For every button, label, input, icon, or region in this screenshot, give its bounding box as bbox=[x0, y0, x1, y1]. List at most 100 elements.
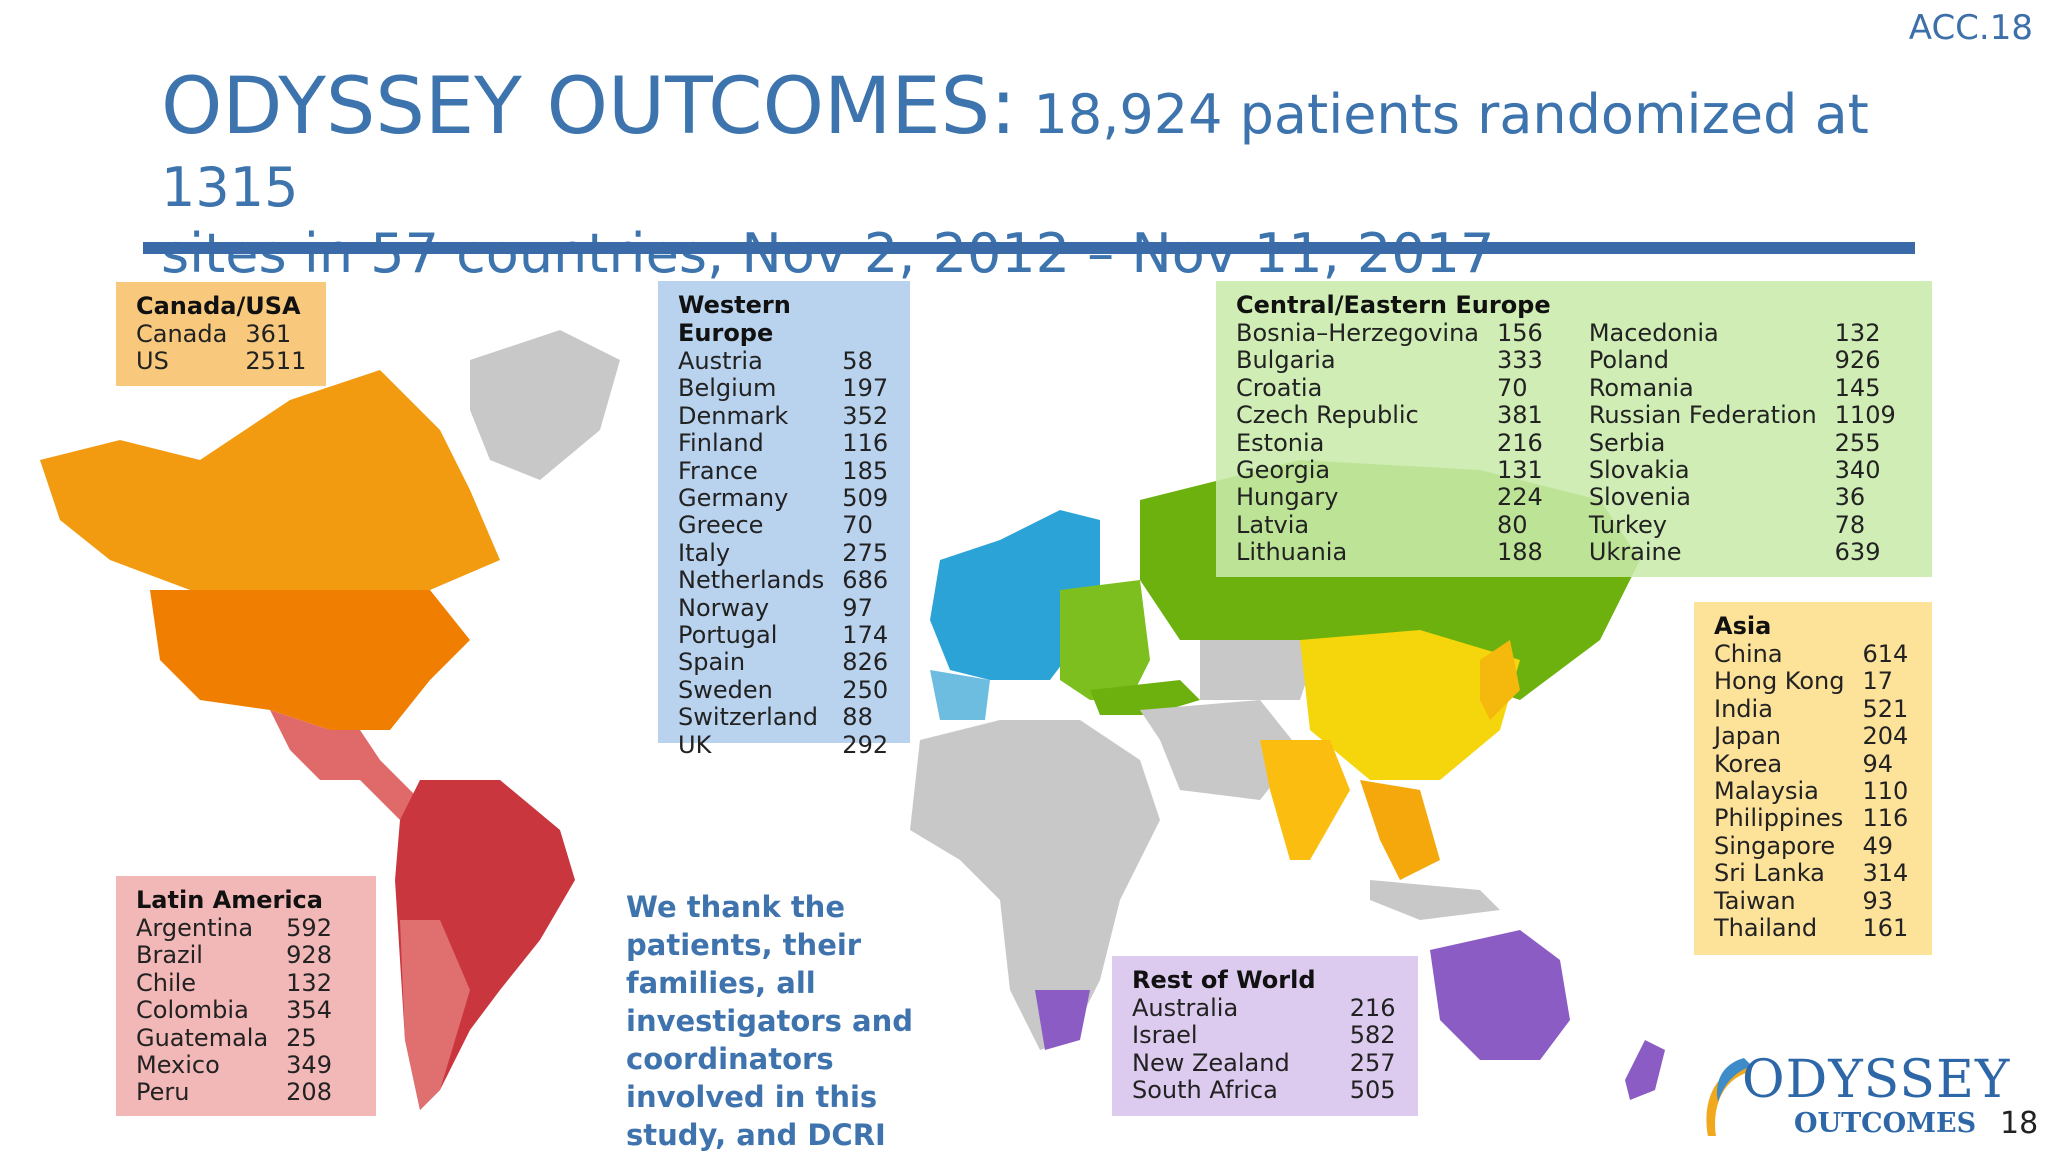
country-row: Sweden 250 bbox=[678, 676, 888, 704]
patient-count: 88 bbox=[842, 703, 873, 732]
country-row: Brazil 928 bbox=[136, 942, 332, 970]
country-row: Ukraine 639 bbox=[1589, 538, 1896, 567]
country-name: Israel bbox=[1132, 1021, 1198, 1050]
country-name: Serbia bbox=[1588, 428, 1666, 457]
country-name: Mexico bbox=[136, 1051, 220, 1080]
country-name: Sri Lanka bbox=[1714, 859, 1825, 888]
country-name: South Africa bbox=[1132, 1076, 1278, 1105]
region-title: Western Europe bbox=[678, 291, 791, 347]
country-row: Russian Federation 1109 bbox=[1588, 401, 1896, 430]
patient-count: 80 bbox=[1497, 510, 1528, 539]
country-name: Czech Republic bbox=[1236, 401, 1419, 430]
logo-line2: OUTCOMES bbox=[1794, 1108, 1977, 1139]
page-number: 18 bbox=[2000, 1106, 2039, 1141]
patient-count: 93 bbox=[1862, 886, 1894, 915]
patient-count: 614 bbox=[1862, 640, 1909, 668]
country-row: Estonia 216 bbox=[1236, 428, 1543, 457]
country-name: Australia bbox=[1132, 994, 1239, 1022]
central-europe-shape bbox=[1060, 580, 1150, 700]
region-table: Argentina 592 Brazil 928 Chile 132 Colombia 354… bbox=[136, 914, 332, 1107]
africa-shape bbox=[910, 720, 1160, 1050]
country-row: Germany 509 bbox=[678, 484, 889, 513]
country-name: Canada bbox=[136, 320, 228, 348]
patient-count: 354 bbox=[286, 996, 332, 1025]
country-row: Sri Lanka 314 bbox=[1714, 859, 1908, 888]
new-zealand-shape bbox=[1625, 1040, 1665, 1100]
country-name: Turkey bbox=[1588, 510, 1667, 539]
country-name: Russian Federation bbox=[1588, 401, 1817, 430]
country-name: Romania bbox=[1588, 373, 1694, 402]
country-name: Chile bbox=[136, 968, 197, 997]
country-name: Korea bbox=[1714, 749, 1783, 778]
patient-count: 521 bbox=[1862, 694, 1909, 723]
country-name: India bbox=[1714, 694, 1773, 723]
patient-count: 509 bbox=[842, 484, 889, 513]
patient-count: 255 bbox=[1834, 428, 1881, 457]
country-name: Denmark bbox=[678, 401, 789, 430]
country-row: Japan 204 bbox=[1714, 722, 1909, 751]
title-main: ODYSSEY OUTCOMES: bbox=[161, 62, 1017, 152]
country-row: Netherlands 686 bbox=[678, 566, 888, 595]
country-name: Bulgaria bbox=[1236, 346, 1336, 375]
patient-count: 58 bbox=[842, 347, 873, 375]
country-row: Malaysia 110 bbox=[1714, 777, 1909, 806]
iberia-shape bbox=[930, 670, 990, 720]
patient-count: 340 bbox=[1834, 456, 1881, 485]
patient-count: 592 bbox=[286, 914, 332, 942]
region-box-central-eastern-europe: Central/Eastern Europe Bosnia–Herzegovin… bbox=[1216, 281, 1932, 577]
region-table: Canada 361 US 2511 bbox=[136, 320, 306, 376]
country-name: Croatia bbox=[1236, 373, 1323, 402]
patient-count: 156 bbox=[1497, 319, 1543, 347]
country-row: Denmark 352 bbox=[678, 401, 888, 430]
region-box-asia: Asia China 614 Hong Kong 17 India 521 Japan 204… bbox=[1694, 602, 1932, 955]
patient-count: 131 bbox=[1497, 456, 1543, 485]
patient-count: 505 bbox=[1349, 1076, 1396, 1105]
country-name: Netherlands bbox=[678, 566, 825, 595]
country-name: China bbox=[1714, 640, 1783, 668]
country-row: Israel 582 bbox=[1132, 1021, 1396, 1050]
patient-count: 116 bbox=[842, 429, 889, 458]
patient-count: 188 bbox=[1497, 538, 1543, 567]
country-row: Mexico 349 bbox=[136, 1051, 332, 1080]
country-row: France 185 bbox=[678, 456, 889, 485]
country-name: Greece bbox=[678, 511, 764, 540]
patient-count: 639 bbox=[1834, 538, 1881, 567]
canada-shape bbox=[40, 370, 500, 590]
country-name: Estonia bbox=[1236, 428, 1325, 457]
patient-count: 185 bbox=[842, 456, 889, 485]
country-row: Serbia 255 bbox=[1588, 428, 1896, 457]
country-row: Romania 145 bbox=[1588, 373, 1896, 402]
south-africa-shape bbox=[1035, 990, 1090, 1050]
patient-count: 132 bbox=[1834, 319, 1881, 347]
country-name: Belgium bbox=[678, 374, 777, 403]
odyssey-logo: ODYSSEY OUTCOMES bbox=[1694, 1050, 2009, 1142]
patient-count: 174 bbox=[842, 621, 889, 650]
country-name: Germany bbox=[678, 484, 789, 513]
country-name: Austria bbox=[678, 347, 763, 375]
country-row: Spain 826 bbox=[678, 648, 888, 677]
country-row: Slovakia 340 bbox=[1589, 456, 1896, 485]
south-america-south-shape bbox=[400, 920, 470, 1110]
country-row: India 521 bbox=[1714, 694, 1909, 723]
country-row: Turkey 78 bbox=[1588, 510, 1896, 539]
region-box-rest-of-world: Rest of World Australia 216 Israel 582 New Z… bbox=[1112, 956, 1418, 1116]
country-name: Hungary bbox=[1236, 483, 1339, 512]
country-name: Spain bbox=[678, 648, 746, 677]
patient-count: 70 bbox=[1497, 373, 1528, 402]
country-row: Korea 94 bbox=[1714, 749, 1908, 778]
country-name: Philippines bbox=[1714, 804, 1844, 833]
patient-count: 204 bbox=[1862, 722, 1909, 751]
patient-count: 197 bbox=[842, 374, 889, 403]
patient-count: 208 bbox=[286, 1078, 332, 1107]
country-name: Lithuania bbox=[1236, 538, 1348, 567]
patient-count: 110 bbox=[1862, 777, 1909, 806]
region-box-canada-usa: Canada/USA Canada 361 US 2511 bbox=[116, 282, 327, 386]
patient-count: 145 bbox=[1834, 373, 1881, 402]
country-name: UK bbox=[678, 730, 712, 759]
patient-count: 97 bbox=[842, 593, 873, 622]
acknowledgement-text: We thank the patients, their families, a… bbox=[626, 890, 913, 1152]
patient-count: 78 bbox=[1834, 510, 1866, 539]
patient-count: 257 bbox=[1349, 1048, 1396, 1077]
patient-count: 36 bbox=[1834, 483, 1866, 512]
patient-count: 1109 bbox=[1834, 401, 1896, 430]
